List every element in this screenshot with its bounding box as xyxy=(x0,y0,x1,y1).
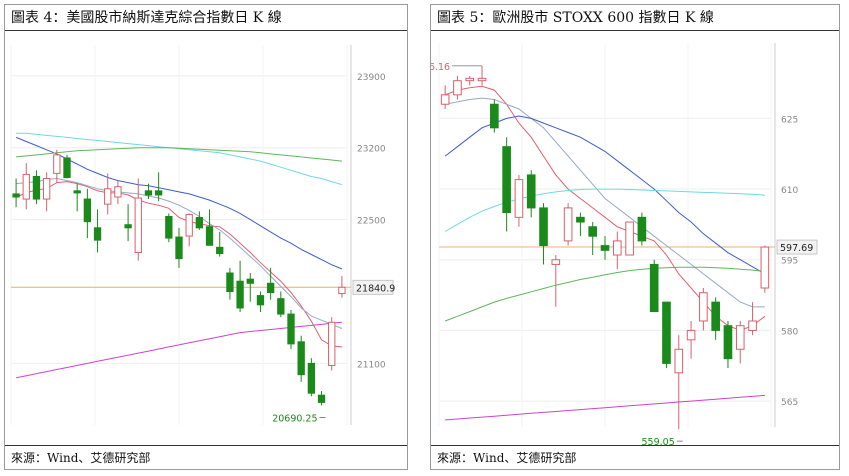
moving-average-line xyxy=(444,188,765,232)
y-tick-label: 22500 xyxy=(357,217,386,227)
y-tick-label: 610 xyxy=(781,186,798,196)
chart-title: 圖表 5：歐洲股市 STOXX 600 指數日 K 線 xyxy=(431,5,839,31)
chart-source: 來源：Wind、艾德研究部 xyxy=(5,445,407,469)
candle-body xyxy=(134,197,142,253)
candle-body xyxy=(12,193,20,198)
candle-body xyxy=(748,320,757,331)
candle-body xyxy=(539,207,548,247)
candle-body xyxy=(600,245,610,251)
candle-body xyxy=(287,313,295,345)
candle-body xyxy=(277,298,285,315)
candle-body xyxy=(453,80,462,96)
y-tick-label: 595 xyxy=(781,257,798,267)
candle-body xyxy=(502,146,511,214)
candle-body xyxy=(328,321,336,366)
chart-title: 圖表 4：美國股市納斯達克綜合指數日 K 線 xyxy=(5,5,407,31)
nasdaq-candlestick-chart: 23900 23200 22500 21100 21840.9 20690.25 xyxy=(10,45,395,425)
candle-body xyxy=(22,173,30,200)
moving-average-line xyxy=(15,181,342,348)
candle-body xyxy=(338,286,346,295)
candle-body xyxy=(649,263,659,313)
low-value-label: 20690.25 xyxy=(272,413,317,424)
low-value-label: 559.05 xyxy=(642,437,675,448)
candle-body xyxy=(32,175,41,200)
candle-body xyxy=(526,174,536,209)
candle-body xyxy=(124,224,132,229)
chart-source: 來源：Wind、艾德研究部 xyxy=(431,445,839,469)
candle-body xyxy=(53,154,61,174)
stoxx600-chart-panel: 圖表 5：歐洲股市 STOXX 600 指數日 K 線 625 610 595 580… xyxy=(430,4,840,470)
candle-body xyxy=(93,227,102,241)
last-price-label: 21840.9 xyxy=(356,283,395,294)
nasdaq-chart-panel: 圖表 4：美國股市納斯達克綜合指數日 K 線 23900 23200 22500 21… xyxy=(4,4,408,470)
candle-body xyxy=(266,282,275,294)
candle-body xyxy=(699,292,708,322)
candle-body xyxy=(216,246,224,254)
candle-body xyxy=(563,207,573,242)
candle-body xyxy=(185,213,193,237)
moving-average-line xyxy=(445,394,765,421)
candle-body xyxy=(236,280,244,309)
candle-body xyxy=(297,341,305,376)
moving-average-line xyxy=(16,177,343,329)
candle-body xyxy=(114,186,122,198)
candle-body xyxy=(73,190,81,194)
y-tick-label: 580 xyxy=(781,327,798,337)
candle-body xyxy=(735,325,745,350)
last-price-box xyxy=(776,239,818,255)
y-tick-label: 625 xyxy=(781,115,798,125)
candle-body xyxy=(175,236,183,260)
candle-body xyxy=(83,198,92,223)
candle-body xyxy=(307,362,316,394)
candle-body xyxy=(760,246,770,289)
candle-body xyxy=(711,301,720,331)
candle-body xyxy=(154,190,163,196)
candle-body xyxy=(723,325,733,360)
candle-body xyxy=(246,278,254,284)
candle-body xyxy=(440,94,450,105)
y-tick-label: 21100 xyxy=(357,360,386,370)
candle-body xyxy=(195,217,204,229)
candle-body xyxy=(256,295,265,306)
candle-body xyxy=(490,103,499,129)
last-price-label: 597.69 xyxy=(780,243,813,254)
candle-body xyxy=(686,329,696,341)
stoxx600-candlestick-chart: 625 610 595 580 565 597.69 559.05 636.16 xyxy=(431,43,818,448)
candle-body xyxy=(317,394,326,403)
candle-body xyxy=(477,77,487,82)
candle-body xyxy=(514,179,524,218)
candle-body xyxy=(226,272,234,292)
moving-average-line xyxy=(16,147,342,162)
candle-body xyxy=(612,240,622,256)
candle-body xyxy=(42,178,51,200)
candle-body xyxy=(674,348,684,374)
candle-body xyxy=(104,188,112,205)
candle-body xyxy=(63,157,71,178)
candle-body xyxy=(662,301,671,364)
candle-body xyxy=(625,221,634,256)
candle-body xyxy=(588,226,598,237)
candle-body xyxy=(637,216,647,242)
y-tick-label: 565 xyxy=(781,398,798,408)
y-tick-label: 23200 xyxy=(357,145,386,155)
candle-body xyxy=(165,216,173,239)
candle-body xyxy=(205,226,214,246)
candle-body xyxy=(551,259,561,265)
moving-average-line xyxy=(444,266,765,322)
candle-body xyxy=(576,216,585,223)
y-tick-label: 23900 xyxy=(357,73,386,83)
candle-body xyxy=(144,190,153,196)
last-price-box xyxy=(352,279,394,295)
moving-average-line xyxy=(445,97,765,308)
high-value-label: 636.16 xyxy=(431,62,450,73)
candle-body xyxy=(465,77,475,82)
